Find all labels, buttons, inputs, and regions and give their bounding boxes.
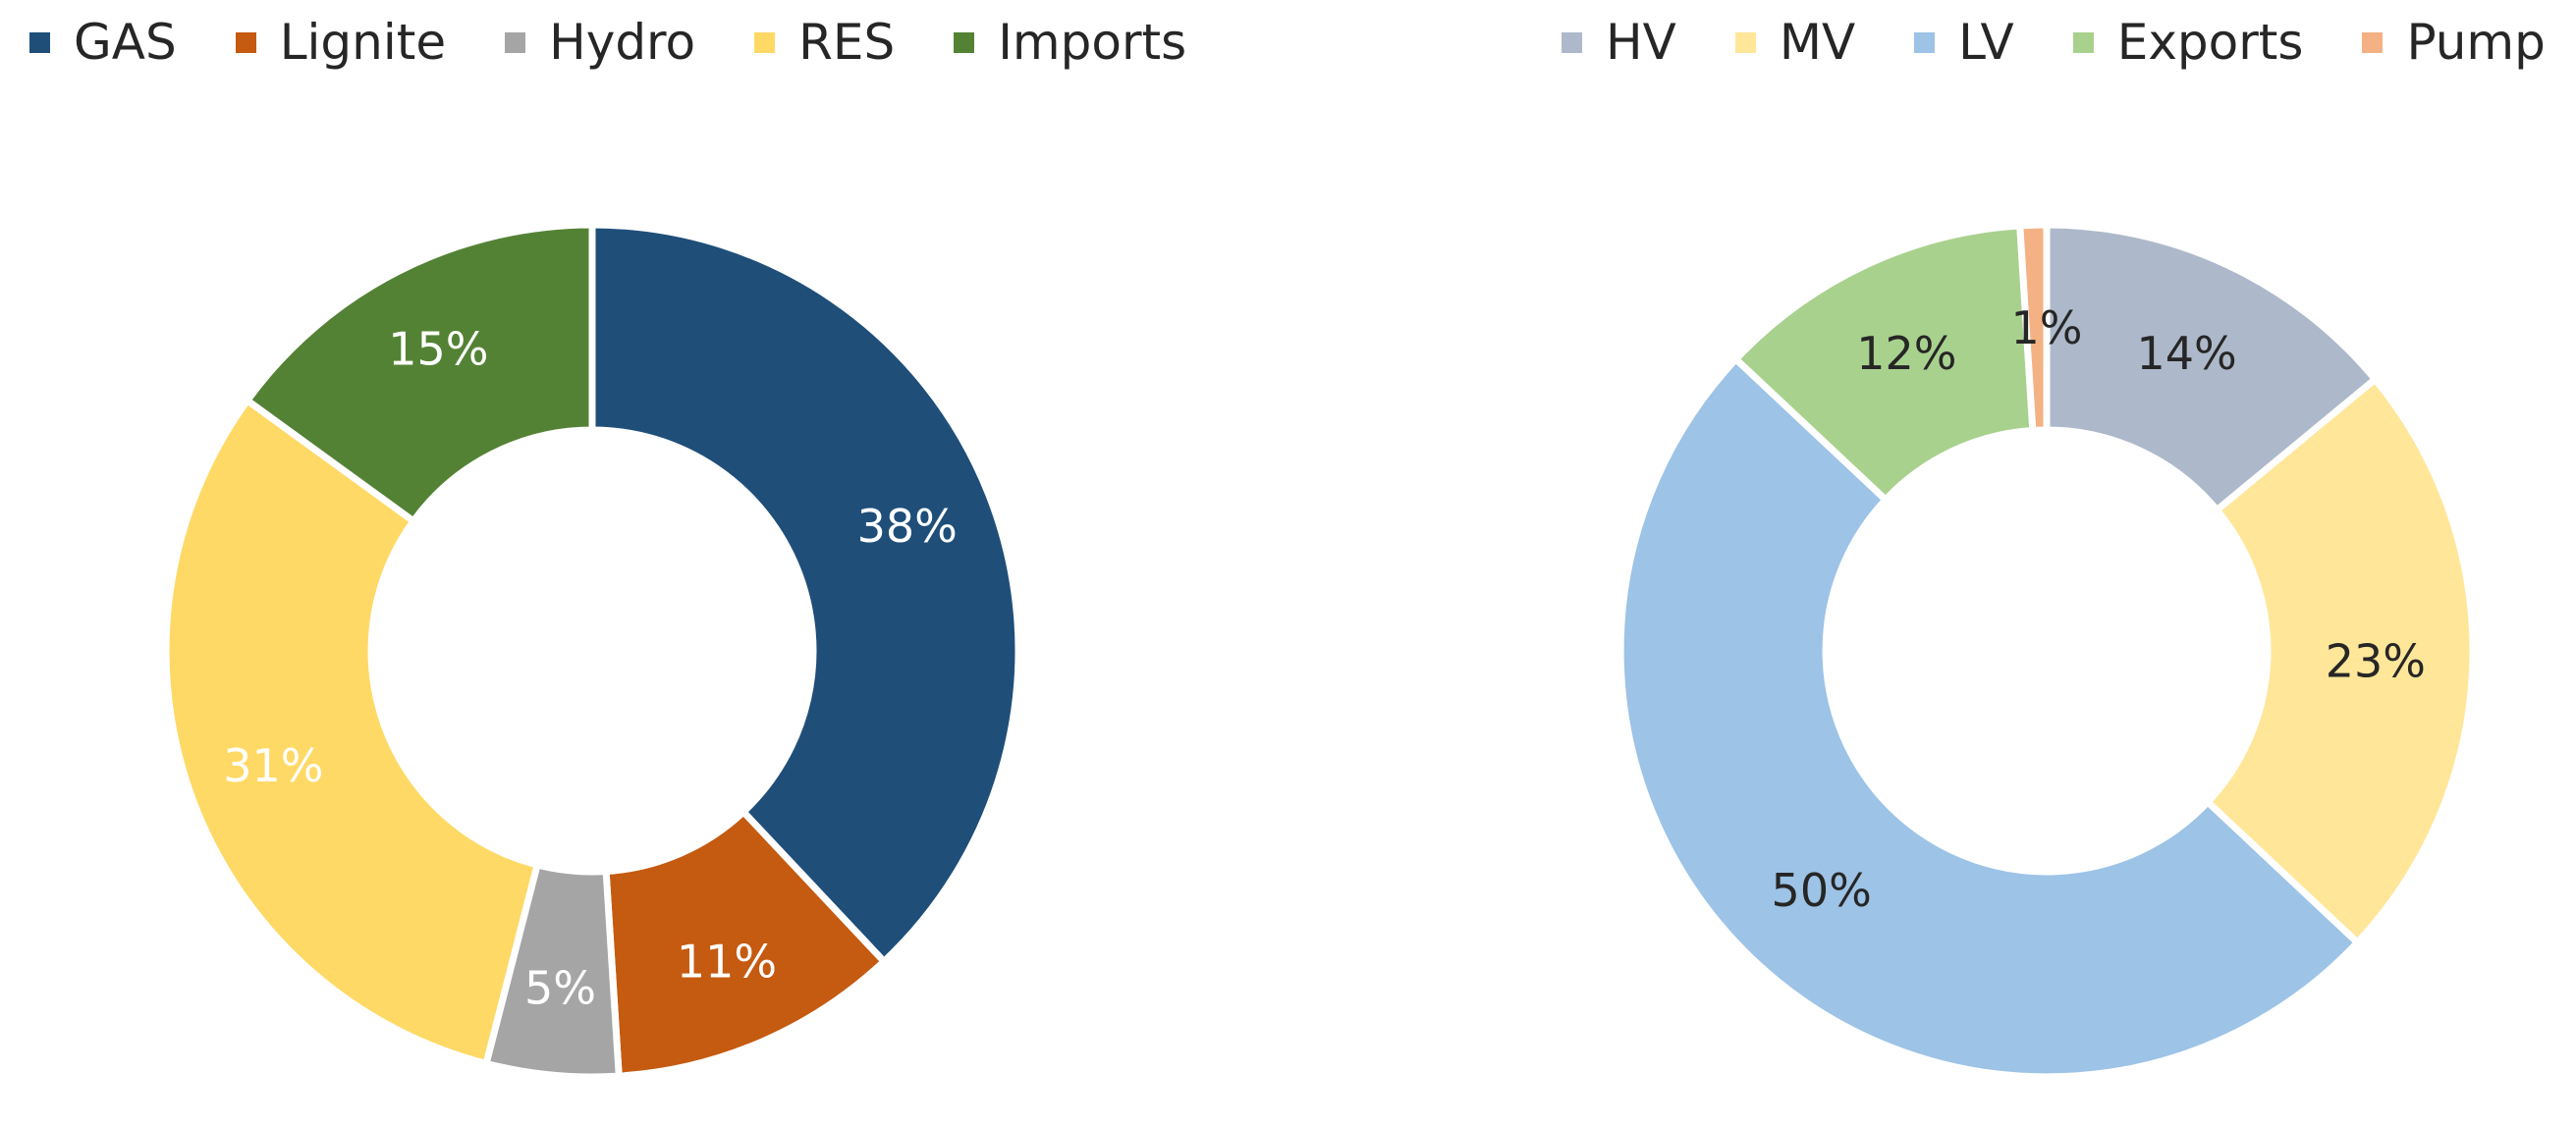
legend-label-exports: Exports xyxy=(2116,14,2304,71)
slice-exports xyxy=(1730,222,2037,505)
legend-swatch-lignite xyxy=(235,31,256,53)
legend-label-lignite: Lignite xyxy=(279,14,447,71)
legend-label-hv: HV xyxy=(1606,14,1676,71)
legend-item-hydro: Hydro xyxy=(505,14,695,71)
legend-item-exports: Exports xyxy=(2072,14,2304,71)
legend-item-res: RES xyxy=(754,14,895,71)
legend-swatch-exports xyxy=(2072,31,2094,53)
legend-item-lv: LV xyxy=(1914,14,2014,71)
data-label-hydro: 5% xyxy=(524,961,596,1014)
legend-swatch-mv xyxy=(1734,31,1756,53)
data-label-imports: 15% xyxy=(388,323,488,376)
legend-item-lignite: Lignite xyxy=(235,14,447,71)
legend-item-pump: Pump xyxy=(2362,14,2546,71)
legend-label-res: RES xyxy=(798,14,896,71)
legend-label-hydro: Hydro xyxy=(549,14,696,71)
legend-label-lv: LV xyxy=(1958,14,2014,71)
slice-mv xyxy=(2203,374,2477,948)
legend-label-mv: MV xyxy=(1779,14,1856,71)
slice-lv xyxy=(1617,353,2363,1080)
legend-label-pump: Pump xyxy=(2406,14,2546,71)
legend-consumption: HV MV LV Exports Pump xyxy=(1562,14,2546,71)
legend-item-gas: GAS xyxy=(29,14,177,71)
donut-consumption-mix: 14% 23% 50% 12% 1% xyxy=(1617,221,2477,1080)
slice-pump xyxy=(2016,221,2051,435)
legend-swatch-pump xyxy=(2362,31,2384,53)
data-label-gas: 38% xyxy=(857,500,958,553)
legend-swatch-res xyxy=(754,31,776,53)
legend-generation: GAS Lignite Hydro RES Imports xyxy=(29,14,1186,71)
data-label-lv: 50% xyxy=(1772,864,1872,917)
data-label-hv: 14% xyxy=(2137,327,2237,380)
data-label-pump: 1% xyxy=(2011,301,2083,354)
legend-swatch-imports xyxy=(954,31,975,53)
slice-hv xyxy=(2043,221,2381,515)
data-label-exports: 12% xyxy=(1856,327,1956,380)
data-label-res: 31% xyxy=(223,739,323,792)
slice-gas xyxy=(588,221,1022,967)
donut-generation-mix: 38% 11% 5% 31% 15% xyxy=(162,221,1022,1081)
legend-swatch-lv xyxy=(1914,31,1936,53)
legend-item-hv: HV xyxy=(1562,14,1676,71)
legend-swatch-hv xyxy=(1562,31,1582,53)
slice-lignite xyxy=(602,807,890,1080)
legend-label-gas: GAS xyxy=(74,14,177,71)
legend-swatch-hydro xyxy=(505,31,526,53)
slice-res xyxy=(162,396,542,1068)
legend-label-imports: Imports xyxy=(998,14,1187,71)
data-label-lignite: 11% xyxy=(677,936,777,989)
data-label-mv: 23% xyxy=(2326,635,2426,688)
legend-swatch-gas xyxy=(29,31,50,53)
slice-imports xyxy=(242,221,596,526)
legend-item-imports: Imports xyxy=(954,14,1186,71)
legend-item-mv: MV xyxy=(1734,14,1856,71)
